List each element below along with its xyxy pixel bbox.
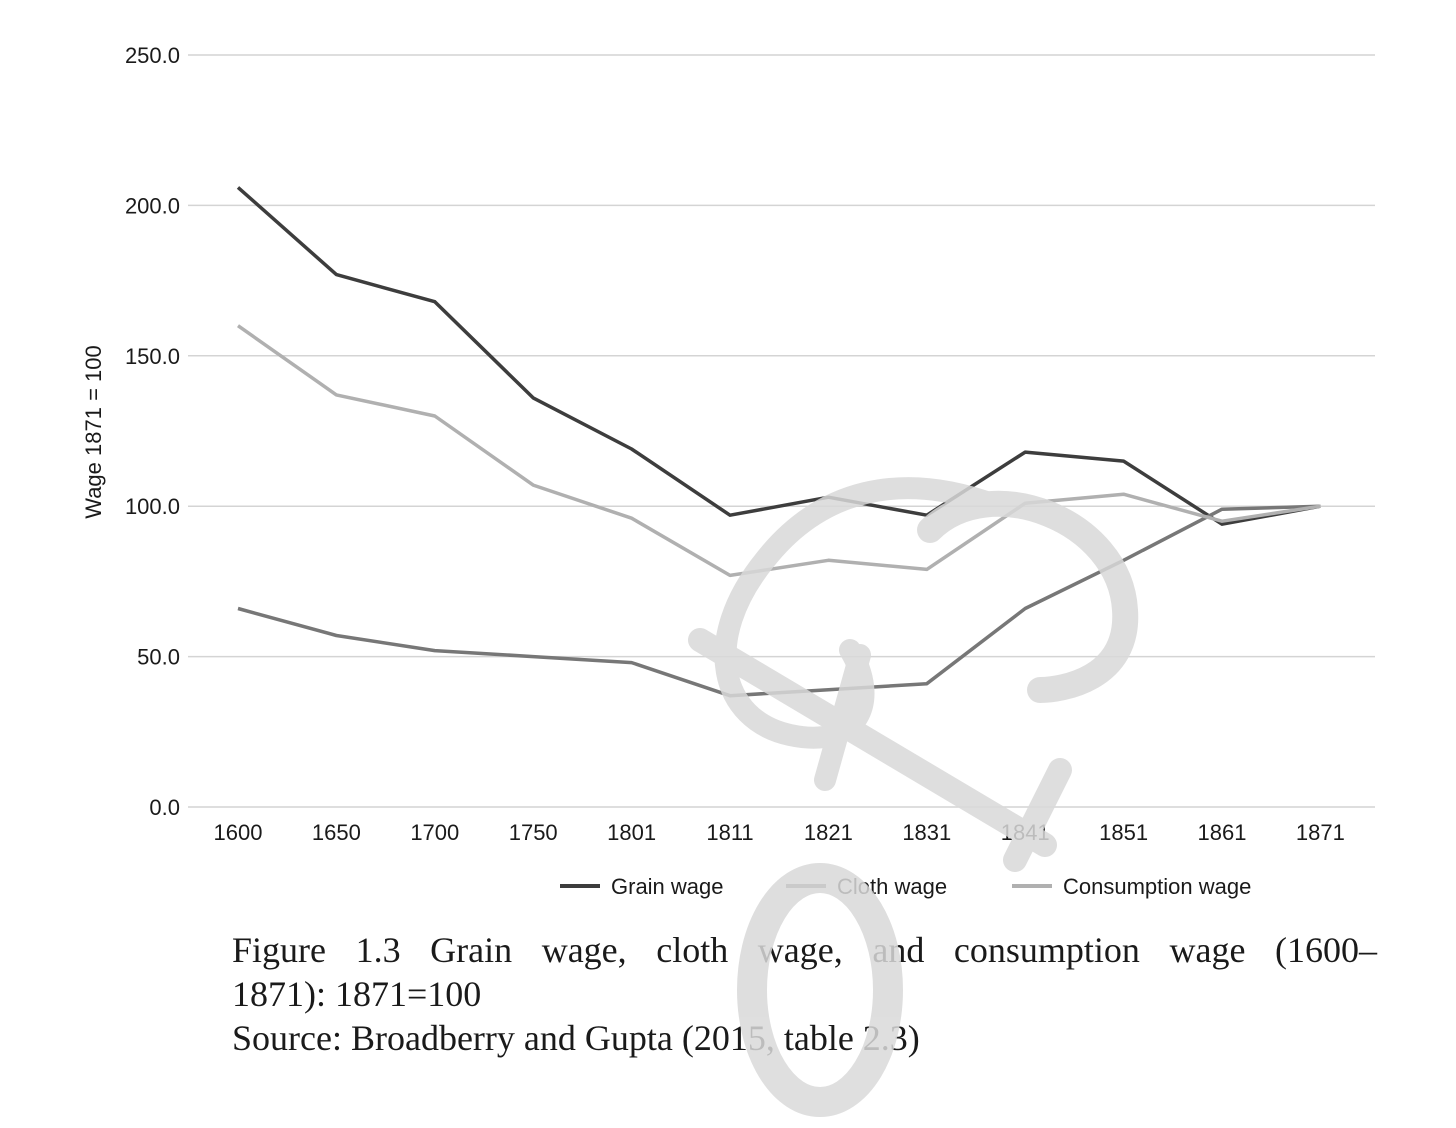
- x-tick-label: 1600: [214, 820, 263, 845]
- y-tick-label: 100.0: [125, 494, 180, 519]
- legend: Grain wage Cloth wage Consumption wage: [560, 874, 1251, 899]
- x-tick-label: 1871: [1296, 820, 1345, 845]
- figure-caption: Figure 1.3 Grain wage, cloth wage, and c…: [232, 928, 1377, 1060]
- x-axis: 1600 1650 1700 1750 1801 1811 1821 1831 1841 1851…: [214, 820, 1345, 845]
- legend-label: Grain wage: [611, 874, 724, 899]
- x-tick-label: 1700: [410, 820, 459, 845]
- x-tick-label: 1821: [804, 820, 853, 845]
- x-tick-label: 1851: [1099, 820, 1148, 845]
- caption-line-1: Figure 1.3 Grain wage, cloth wage, and c…: [232, 930, 1377, 970]
- y-axis-title: Wage 1871 = 100: [81, 345, 106, 519]
- x-tick-label: 1831: [902, 820, 951, 845]
- y-tick-label: 250.0: [125, 43, 180, 68]
- x-tick-label: 1801: [607, 820, 656, 845]
- y-tick-label: 0.0: [149, 795, 180, 820]
- caption-line-2: 1871): 1871=100: [232, 974, 482, 1014]
- series-layer: [236, 186, 1321, 698]
- series-line-consumption-wage: [236, 324, 1321, 578]
- x-tick-label: 1861: [1198, 820, 1247, 845]
- x-tick-label: 1811: [706, 820, 753, 845]
- x-tick-label: 1841: [1001, 820, 1050, 845]
- y-tick-label: 50.0: [137, 645, 180, 670]
- y-tick-label: 150.0: [125, 344, 180, 369]
- legend-label: Cloth wage: [837, 874, 947, 899]
- x-tick-label: 1650: [312, 820, 361, 845]
- y-tick-label: 200.0: [125, 193, 180, 218]
- x-tick-label: 1750: [509, 820, 558, 845]
- y-axis: 0.0 50.0 100.0 150.0 200.0 250.0: [125, 43, 180, 820]
- legend-label: Consumption wage: [1063, 874, 1251, 899]
- series-line-cloth-wage: [237, 504, 1321, 698]
- caption-source: Source: Broadberry and Gupta (2015, tabl…: [232, 1018, 920, 1058]
